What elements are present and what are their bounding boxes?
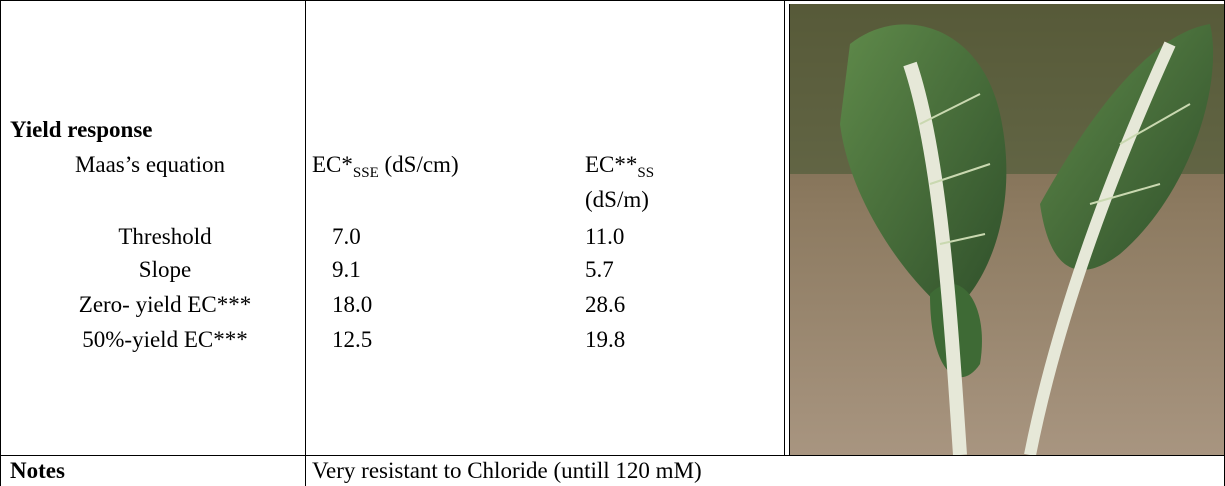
row-label: Slope <box>138 257 192 282</box>
header-unit: (dS/cm) <box>384 152 459 177</box>
row-label: Threshold <box>118 224 212 249</box>
border <box>0 0 1225 1</box>
value: 7.0 <box>332 224 361 249</box>
value: 19.8 <box>585 327 626 352</box>
border <box>789 4 790 455</box>
value: 11.0 <box>585 224 625 249</box>
border <box>305 0 306 486</box>
header-sub: SS <box>637 165 655 181</box>
equation-label: Maas’s equation <box>74 152 226 177</box>
value: 28.6 <box>585 292 626 317</box>
col-header: EC*SSE (dS/cm) <box>312 152 459 181</box>
notes: Very resistant to Chloride (untill 120 m… <box>312 458 702 483</box>
border <box>784 0 785 455</box>
row-label: 50%-yield EC*** <box>82 327 248 352</box>
header-sub: SSE <box>352 165 379 181</box>
value: 12.5 <box>332 327 373 352</box>
border <box>0 0 1 486</box>
notes-label: Notes <box>10 458 65 483</box>
photo <box>790 4 1224 455</box>
value: 9.1 <box>332 257 361 282</box>
header-unit: (dS/m) <box>585 187 649 212</box>
border <box>0 455 1225 456</box>
header-main: EC** <box>585 152 638 177</box>
header-main: EC* <box>312 152 353 177</box>
col-header: EC**SS <box>585 152 655 181</box>
value: 5.7 <box>585 257 614 282</box>
value: 18.0 <box>332 292 373 317</box>
row-label: Zero- yield EC*** <box>78 292 252 317</box>
title: Yield response <box>10 117 153 142</box>
